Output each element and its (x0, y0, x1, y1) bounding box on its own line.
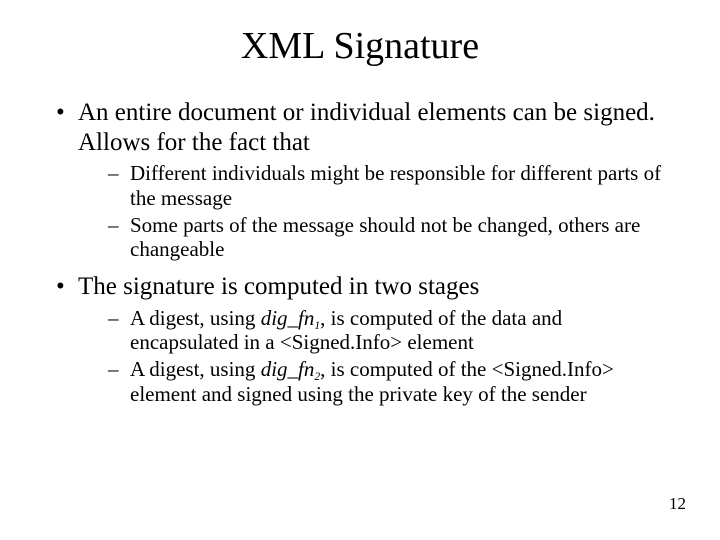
sub-bullet-subscript: 2 (314, 371, 320, 383)
bullet-item: The signature is computed in two stages … (50, 272, 670, 407)
sub-bullet-item: A digest, using dig_fn1, is computed of … (78, 306, 670, 356)
slide-title: XML Signature (50, 24, 670, 68)
sub-bullet-item: Some parts of the message should not be … (78, 213, 670, 263)
sub-bullet-text: Some parts of the message should not be … (130, 213, 640, 262)
sub-bullet-subscript: 1 (314, 320, 320, 332)
bullet-item: An entire document or individual element… (50, 98, 670, 262)
sub-bullet-prefix: A digest, using (130, 306, 261, 330)
bullet-list-level2: A digest, using dig_fn1, is computed of … (78, 306, 670, 407)
bullet-list-level1: An entire document or individual element… (50, 98, 670, 407)
sub-bullet-prefix: A digest, using (130, 357, 261, 381)
sub-bullet-item: A digest, using dig_fn2, is computed of … (78, 357, 670, 407)
bullet-text: An entire document or individual element… (78, 99, 655, 156)
sub-bullet-fn: dig_fn (261, 306, 315, 330)
bullet-text: The signature is computed in two stages (78, 273, 479, 300)
slide: XML Signature An entire document or indi… (0, 0, 720, 540)
sub-bullet-text: Different individuals might be responsib… (130, 161, 661, 210)
sub-bullet-fn: dig_fn (261, 357, 315, 381)
page-number: 12 (669, 494, 686, 514)
bullet-list-level2: Different individuals might be responsib… (78, 161, 670, 262)
sub-bullet-item: Different individuals might be responsib… (78, 161, 670, 211)
